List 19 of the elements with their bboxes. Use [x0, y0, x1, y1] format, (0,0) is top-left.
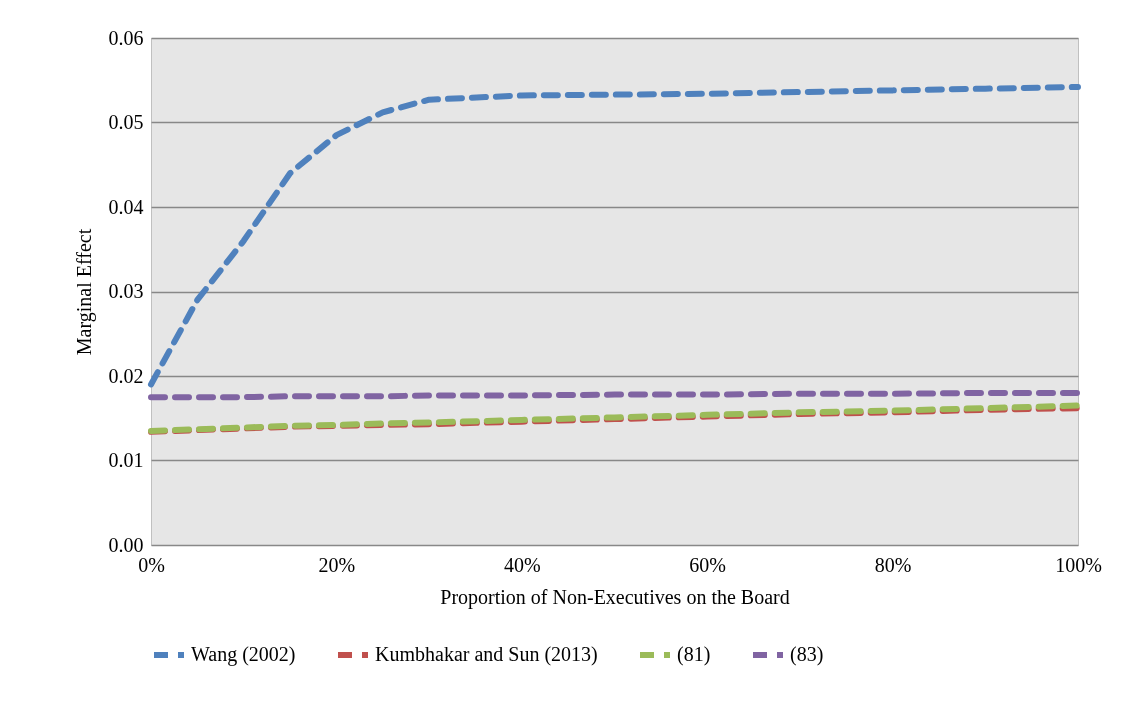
y-tick-label: 0.03 — [108, 280, 144, 302]
legend-label: (83) — [790, 643, 824, 666]
x-tick-label: 100% — [1055, 553, 1102, 576]
legend-label: (81) — [677, 643, 711, 666]
legend-label: Wang (2002) — [191, 643, 296, 666]
x-tick-label: 0% — [138, 553, 165, 576]
y-tick-label: 0.00 — [108, 533, 144, 556]
y-tick-label: 0.04 — [108, 195, 144, 218]
x-axis-title: Proportion of Non-Executives on the Board — [440, 585, 790, 609]
x-tick-label: 60% — [689, 553, 727, 576]
y-axis-title: Marginal Effect — [72, 228, 96, 356]
y-tick-label: 0.01 — [108, 449, 144, 471]
x-tick-label: 20% — [318, 553, 356, 576]
legend-label: Kumbhakar and Sun (2013) — [375, 643, 598, 666]
y-tick-label: 0.02 — [108, 364, 144, 387]
x-tick-label: 40% — [503, 553, 541, 576]
x-tick-label: 80% — [874, 553, 912, 576]
y-tick-label: 0.06 — [108, 26, 144, 49]
y-tick-label: 0.05 — [108, 111, 144, 133]
